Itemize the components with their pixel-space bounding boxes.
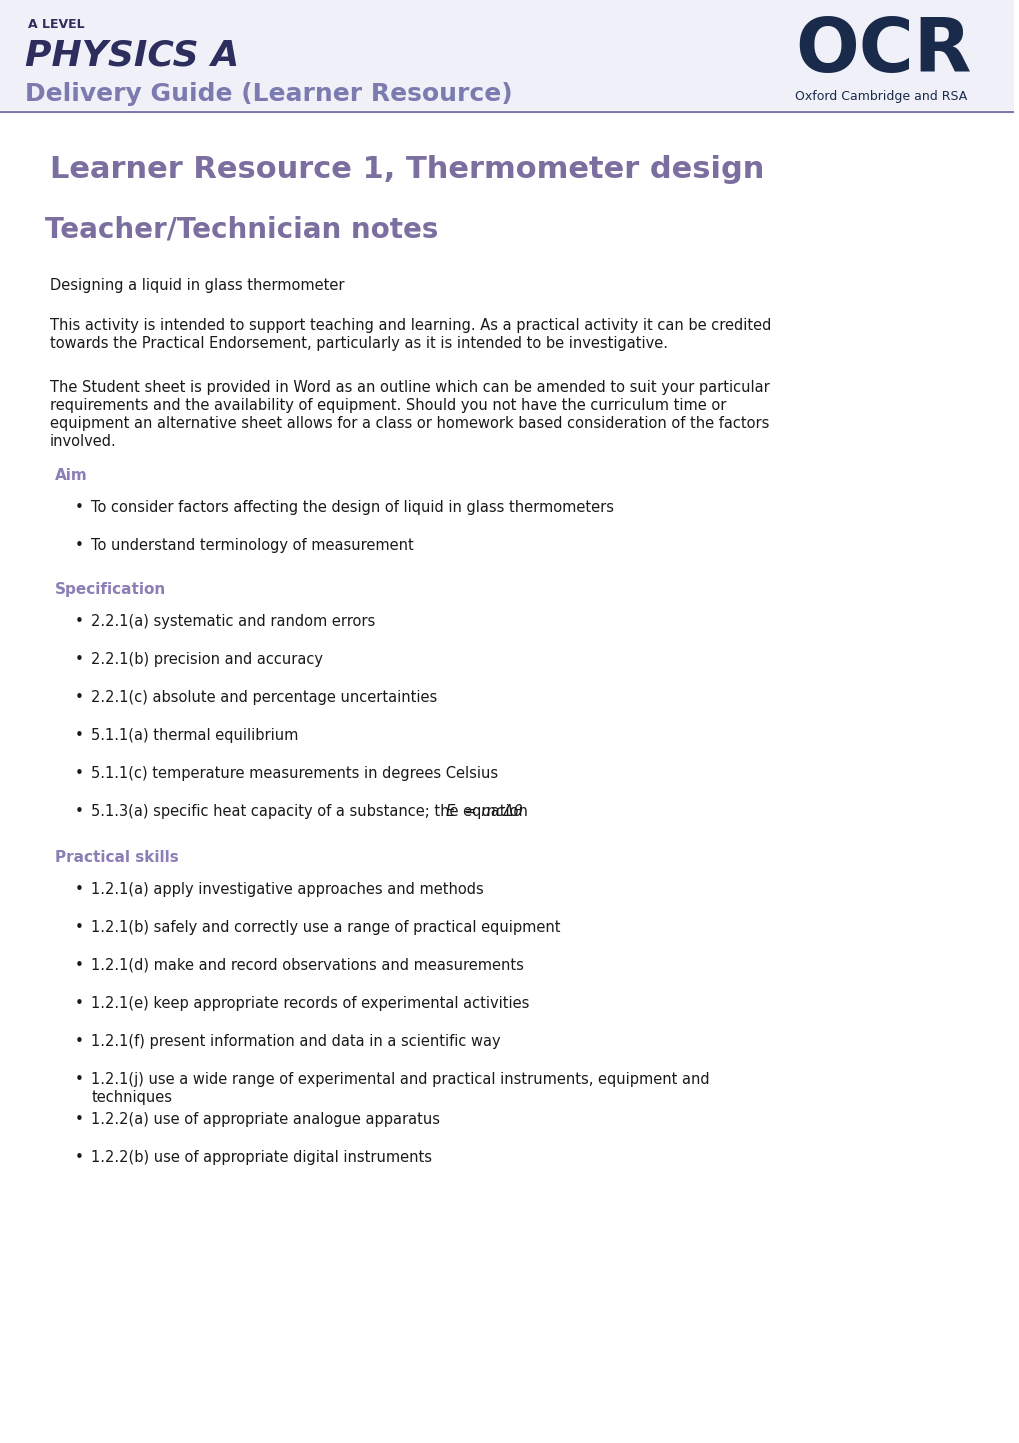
- Text: •: •: [74, 1150, 84, 1165]
- Text: towards the Practical Endorsement, particularly as it is intended to be investig: towards the Practical Endorsement, parti…: [50, 336, 667, 351]
- Text: 1.2.1(j) use a wide range of experimental and practical instruments, equipment a: 1.2.1(j) use a wide range of experimenta…: [92, 1072, 709, 1087]
- Text: This activity is intended to support teaching and learning. As a practical activ: This activity is intended to support tea…: [50, 317, 770, 333]
- Text: •: •: [74, 690, 84, 706]
- Text: 1.2.1(d) make and record observations and measurements: 1.2.1(d) make and record observations an…: [92, 958, 524, 973]
- Text: •: •: [74, 921, 84, 935]
- Text: Oxford Cambridge and RSA: Oxford Cambridge and RSA: [795, 89, 967, 102]
- Text: involved.: involved.: [50, 434, 116, 449]
- Text: •: •: [74, 1072, 84, 1087]
- Text: 2.2.1(a) systematic and random errors: 2.2.1(a) systematic and random errors: [92, 615, 375, 629]
- Text: •: •: [74, 501, 84, 515]
- Text: •: •: [74, 538, 84, 553]
- Text: 5.1.1(c) temperature measurements in degrees Celsius: 5.1.1(c) temperature measurements in deg…: [92, 766, 498, 781]
- Text: 1.2.1(e) keep appropriate records of experimental activities: 1.2.1(e) keep appropriate records of exp…: [92, 996, 529, 1012]
- Text: To consider factors affecting the design of liquid in glass thermometers: To consider factors affecting the design…: [92, 501, 613, 515]
- Text: 5.1.3(a) specific heat capacity of a substance; the equation: 5.1.3(a) specific heat capacity of a sub…: [92, 804, 533, 820]
- Text: 1.2.1(f) present information and data in a scientific way: 1.2.1(f) present information and data in…: [92, 1035, 500, 1049]
- Text: E  = mcΔθ: E = mcΔθ: [445, 804, 523, 820]
- Text: •: •: [74, 1113, 84, 1127]
- Text: Learner Resource 1, Thermometer design: Learner Resource 1, Thermometer design: [50, 154, 763, 185]
- FancyBboxPatch shape: [0, 0, 1013, 110]
- Text: •: •: [74, 958, 84, 973]
- Text: Designing a liquid in glass thermometer: Designing a liquid in glass thermometer: [50, 278, 343, 293]
- Text: •: •: [74, 882, 84, 898]
- Text: A LEVEL: A LEVEL: [28, 17, 85, 30]
- Text: The Student sheet is provided in Word as an outline which can be amended to suit: The Student sheet is provided in Word as…: [50, 380, 768, 395]
- Text: •: •: [74, 996, 84, 1012]
- Text: 1.2.2(a) use of appropriate analogue apparatus: 1.2.2(a) use of appropriate analogue app…: [92, 1113, 440, 1127]
- Text: 5.1.1(a) thermal equilibrium: 5.1.1(a) thermal equilibrium: [92, 729, 299, 743]
- Text: To understand terminology of measurement: To understand terminology of measurement: [92, 538, 414, 553]
- Text: 2.2.1(c) absolute and percentage uncertainties: 2.2.1(c) absolute and percentage uncerta…: [92, 690, 437, 706]
- Text: •: •: [74, 615, 84, 629]
- Text: Delivery Guide (Learner Resource): Delivery Guide (Learner Resource): [24, 82, 512, 105]
- Text: Specification: Specification: [55, 582, 166, 597]
- Text: PHYSICS A: PHYSICS A: [24, 38, 238, 72]
- Text: Practical skills: Practical skills: [55, 850, 178, 864]
- Text: Aim: Aim: [55, 468, 88, 483]
- Text: •: •: [74, 804, 84, 820]
- Text: 2.2.1(b) precision and accuracy: 2.2.1(b) precision and accuracy: [92, 652, 323, 667]
- Text: techniques: techniques: [92, 1089, 172, 1105]
- Text: 1.2.1(b) safely and correctly use a range of practical equipment: 1.2.1(b) safely and correctly use a rang…: [92, 921, 560, 935]
- Text: •: •: [74, 766, 84, 781]
- Text: Teacher/Technician notes: Teacher/Technician notes: [45, 215, 438, 242]
- Text: •: •: [74, 652, 84, 667]
- Text: 1.2.1(a) apply investigative approaches and methods: 1.2.1(a) apply investigative approaches …: [92, 882, 484, 898]
- Text: 1.2.2(b) use of appropriate digital instruments: 1.2.2(b) use of appropriate digital inst…: [92, 1150, 432, 1165]
- Text: •: •: [74, 1035, 84, 1049]
- Text: requirements and the availability of equipment. Should you not have the curricul: requirements and the availability of equ…: [50, 398, 726, 413]
- Text: OCR: OCR: [795, 14, 971, 88]
- Text: equipment an alternative sheet allows for a class or homework based consideratio: equipment an alternative sheet allows fo…: [50, 416, 768, 431]
- Text: •: •: [74, 729, 84, 743]
